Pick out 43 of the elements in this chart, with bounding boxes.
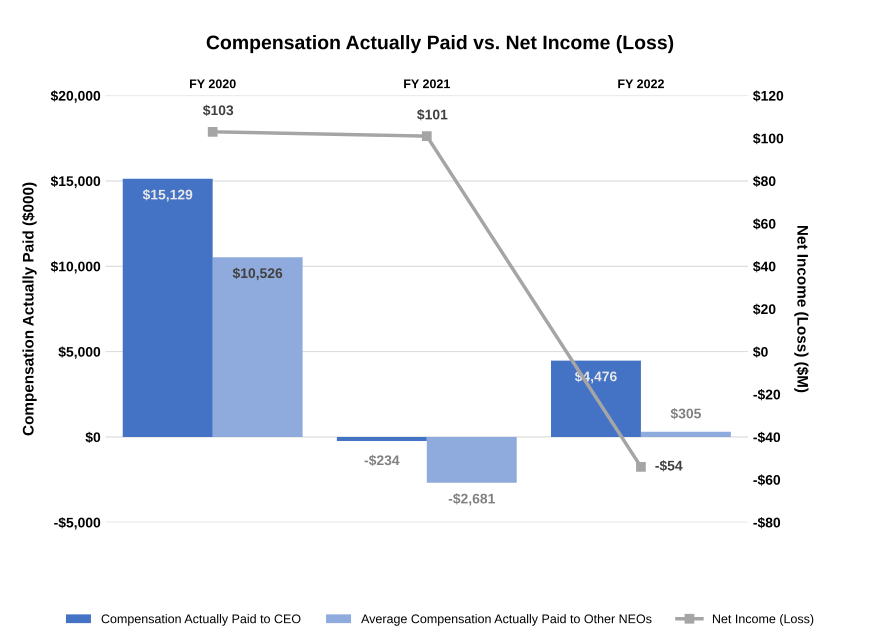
x-tick-label: FY 2022 [618,79,664,88]
y2-tick-label: -$60 [753,474,780,486]
point [422,131,432,141]
point [208,126,218,137]
y-tick-label: $15,000 [50,176,100,188]
legend-label: Net Income (Loss) [712,614,814,626]
legend-label: Average Compensation Actually Paid to Other NEOs [361,614,652,626]
y2-tick-label: $20 [753,304,776,316]
bar [336,436,427,441]
data-label: $305 [670,408,701,420]
data-label: -$234 [364,454,400,466]
data-label: $15,129 [142,189,192,202]
y2-tick-label: $0 [753,346,768,358]
data-label: -$54 [655,460,683,472]
y2-axis-title: Net Income (Loss) ($M) [794,226,809,392]
data-label: $10,526 [232,268,282,280]
data-label: $103 [202,104,234,116]
data-label: -$2,681 [448,493,495,506]
y2-tick-label: $40 [753,260,776,272]
y-tick-label: $5,000 [58,346,100,359]
y2-tick-label: -$20 [753,389,780,400]
legend-label: Compensation Actually Paid to CEO [102,614,300,626]
y2-tick-label: $120 [753,90,784,102]
bar [122,178,213,437]
y2-tick-label: -$40 [753,432,780,444]
point [636,462,646,472]
x-tick-label: FY 2020 [190,79,236,88]
bar [640,432,731,437]
y2-tick-label: $60 [753,218,776,230]
bar [212,257,303,437]
chart-title: Compensation Actually Paid vs. Net Income (Loss) [206,35,674,54]
y-tick-label: $10,000 [50,260,100,274]
bar [426,436,517,483]
y-tick-label: $0 [85,432,100,444]
y-axis-title: Compensation Actually Paid ($000) [22,182,37,436]
y2-tick-label: $80 [753,176,776,187]
data-label: $101 [417,109,448,120]
y2-tick-label: -$80 [753,517,780,528]
y-tick-label: -$5,000 [54,517,100,530]
x-tick-label: FY 2021 [404,79,450,88]
bar [550,360,641,437]
y-tick-label: $20,000 [50,90,100,103]
y2-tick-label: $100 [753,132,784,144]
